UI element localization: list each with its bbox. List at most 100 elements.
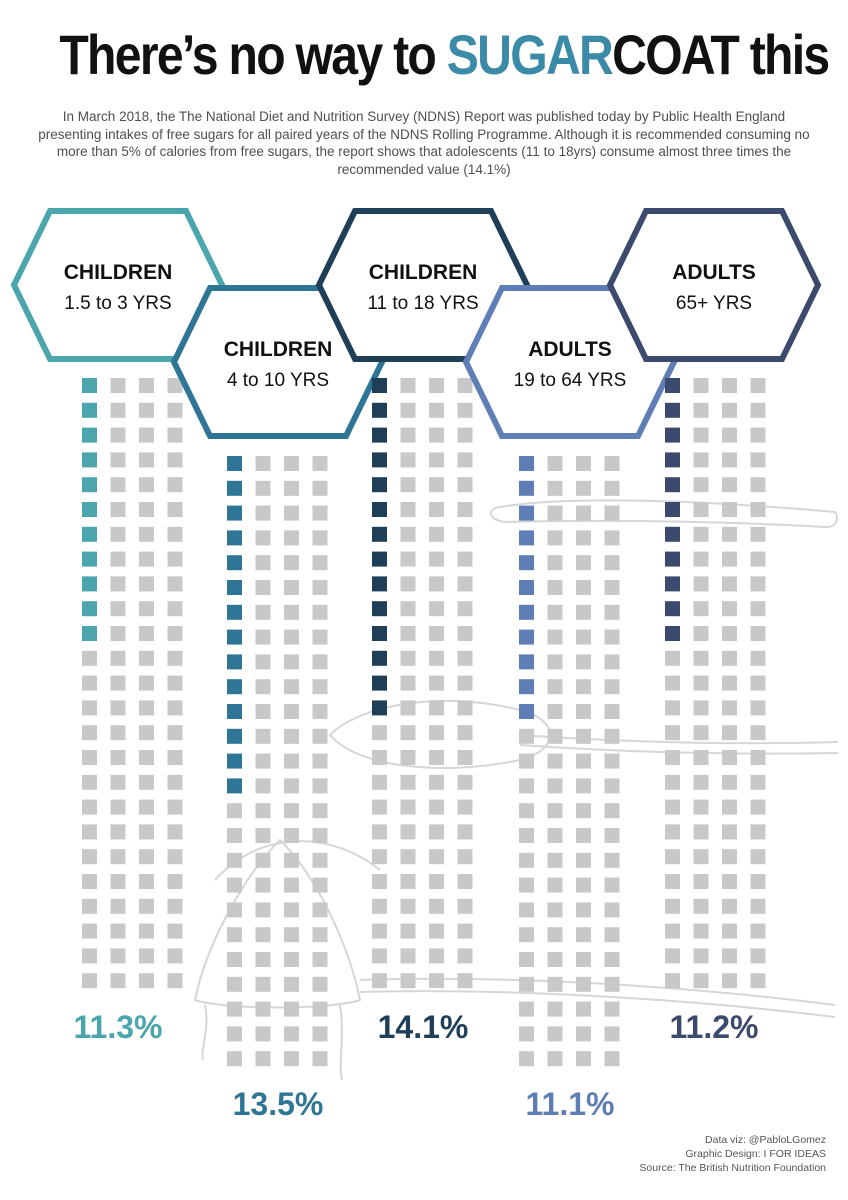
waffle-square-empty: [400, 675, 416, 691]
waffle-square-empty: [429, 923, 444, 939]
waffle-square-empty: [372, 774, 387, 790]
waffle-square-empty: [167, 923, 183, 939]
waffle-square-empty: [400, 849, 416, 865]
waffle-square-empty: [255, 629, 271, 645]
waffle-square-empty: [255, 1051, 271, 1067]
waffle-square-empty: [457, 799, 473, 815]
group-category-label: CHILDREN: [224, 338, 333, 361]
waffle-square-empty: [139, 799, 154, 815]
waffle-square-empty: [722, 502, 737, 517]
waffle-square-empty: [457, 774, 473, 790]
waffle-square-empty: [429, 650, 444, 666]
waffle-square-empty: [750, 725, 766, 741]
waffle-square-empty: [312, 803, 328, 819]
waffle-square-empty: [255, 803, 271, 819]
waffle-square-empty: [693, 526, 709, 542]
waffle-square-empty: [284, 1051, 299, 1067]
waffle-square-empty: [547, 1051, 563, 1067]
waffle-square-empty: [82, 898, 97, 914]
waffle-square-empty: [110, 402, 126, 418]
waffle-square-empty: [722, 650, 737, 666]
waffle-square-empty: [547, 629, 563, 645]
waffle-square-empty: [750, 948, 766, 964]
waffle-square-empty: [722, 378, 737, 393]
waffle-square-empty: [284, 654, 299, 670]
waffle-square-empty: [604, 728, 620, 744]
waffle-square-empty: [110, 898, 126, 914]
waffle-square-empty: [547, 704, 563, 719]
waffle-square-empty: [547, 1026, 563, 1042]
group-category-label: ADULTS: [528, 338, 612, 361]
waffle-square-empty: [284, 604, 299, 620]
waffle-square-empty: [547, 778, 563, 794]
waffle-square-empty: [227, 927, 242, 943]
waffle-square-empty: [693, 378, 709, 393]
waffle-square-empty: [110, 824, 126, 840]
group-category-label: CHILDREN: [64, 261, 173, 284]
waffle-square-empty: [82, 675, 97, 691]
waffle-square-empty: [693, 626, 709, 641]
waffle-square-empty: [400, 402, 416, 418]
waffle-square-filled: [519, 704, 534, 719]
waffle-square-filled: [372, 477, 387, 493]
waffle-square-empty: [139, 824, 154, 840]
waffle-square-empty: [722, 824, 737, 840]
waffle-square-filled: [227, 753, 242, 769]
waffle-square-empty: [284, 728, 299, 744]
waffle-square-empty: [547, 679, 563, 695]
waffle-square-empty: [519, 877, 534, 893]
waffle-square-empty: [110, 799, 126, 815]
waffle-square-empty: [693, 502, 709, 517]
waffle-square-empty: [372, 725, 387, 741]
waffle-square-empty: [457, 601, 473, 617]
waffle-square-empty: [576, 704, 591, 719]
waffle-square-filled: [665, 378, 680, 393]
waffle-square-filled: [82, 551, 97, 567]
waffle-square-empty: [547, 902, 563, 918]
waffle-square-empty: [457, 725, 473, 741]
waffle-square-empty: [693, 576, 709, 592]
waffle-square-empty: [255, 952, 271, 967]
waffle-square-empty: [693, 824, 709, 840]
waffle-square-empty: [372, 923, 387, 939]
waffle-square-empty: [255, 580, 271, 595]
waffle-square-empty: [284, 952, 299, 967]
waffle-square-empty: [519, 976, 534, 992]
waffle-square-empty: [604, 654, 620, 670]
waffle-square-empty: [227, 902, 242, 918]
waffle-square-empty: [429, 898, 444, 914]
waffle-square-empty: [167, 402, 183, 418]
waffle-square-empty: [312, 654, 328, 670]
waffle-square-empty: [693, 973, 709, 989]
waffle-square-empty: [750, 700, 766, 716]
waffle-square-filled: [665, 477, 680, 493]
waffle-square-empty: [547, 604, 563, 620]
waffle-square-empty: [110, 427, 126, 443]
waffle-square-filled: [665, 526, 680, 542]
waffle-square-empty: [457, 402, 473, 418]
waffle-square-empty: [255, 704, 271, 719]
waffle-square-empty: [547, 927, 563, 943]
waffle-square-empty: [284, 753, 299, 769]
waffle-square-empty: [312, 753, 328, 769]
waffle-square-filled: [372, 700, 387, 716]
waffle-square-empty: [429, 849, 444, 865]
waffle-square-empty: [400, 526, 416, 542]
waffle-square-empty: [547, 530, 563, 546]
spoon-illustration: [193, 499, 839, 1081]
waffle-square-empty: [665, 774, 680, 790]
waffle-square-empty: [255, 728, 271, 744]
waffle-square-empty: [312, 927, 328, 943]
waffle-square-empty: [457, 750, 473, 765]
waffle-square-empty: [665, 750, 680, 765]
waffle-square-empty: [429, 626, 444, 641]
waffle-square-empty: [372, 898, 387, 914]
waffle-square-filled: [519, 580, 534, 595]
waffle-square-empty: [312, 1051, 328, 1067]
waffle-square-filled: [82, 626, 97, 641]
waffle-square-empty: [312, 1026, 328, 1042]
waffle-square-empty: [750, 824, 766, 840]
group-2: CHILDREN 4 to 10 YRS 13.5%: [170, 285, 386, 1122]
waffle-square-empty: [547, 580, 563, 595]
waffle-square-filled: [227, 505, 242, 521]
